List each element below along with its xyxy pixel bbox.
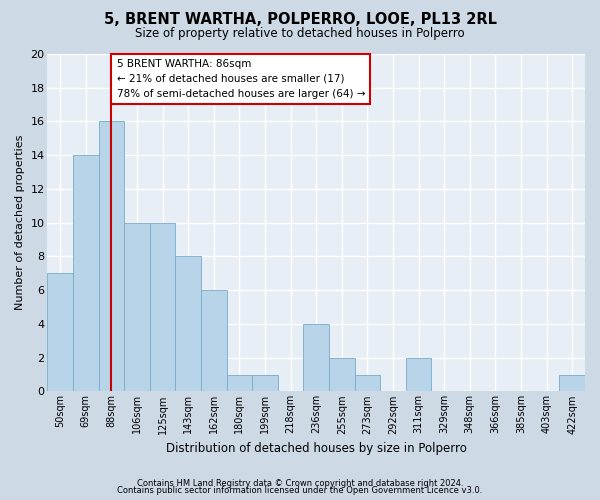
Text: Contains HM Land Registry data © Crown copyright and database right 2024.: Contains HM Land Registry data © Crown c… [137, 478, 463, 488]
Bar [124, 222, 150, 392]
Text: Contains public sector information licensed under the Open Government Licence v3: Contains public sector information licen… [118, 486, 482, 495]
Bar [406, 358, 431, 392]
Text: Size of property relative to detached houses in Polperro: Size of property relative to detached ho… [135, 28, 465, 40]
Bar [227, 374, 252, 392]
Bar [329, 358, 355, 392]
Y-axis label: Number of detached properties: Number of detached properties [15, 135, 25, 310]
Bar [252, 374, 278, 392]
Bar [98, 122, 124, 392]
Bar [73, 155, 98, 392]
Text: 5 BRENT WARTHA: 86sqm
← 21% of detached houses are smaller (17)
78% of semi-deta: 5 BRENT WARTHA: 86sqm ← 21% of detached … [116, 59, 365, 98]
Bar [47, 274, 73, 392]
Bar [355, 374, 380, 392]
Bar [559, 374, 585, 392]
Bar [201, 290, 227, 392]
X-axis label: Distribution of detached houses by size in Polperro: Distribution of detached houses by size … [166, 442, 467, 455]
Bar [304, 324, 329, 392]
Bar [150, 222, 175, 392]
Text: 5, BRENT WARTHA, POLPERRO, LOOE, PL13 2RL: 5, BRENT WARTHA, POLPERRO, LOOE, PL13 2R… [104, 12, 497, 28]
Bar [175, 256, 201, 392]
